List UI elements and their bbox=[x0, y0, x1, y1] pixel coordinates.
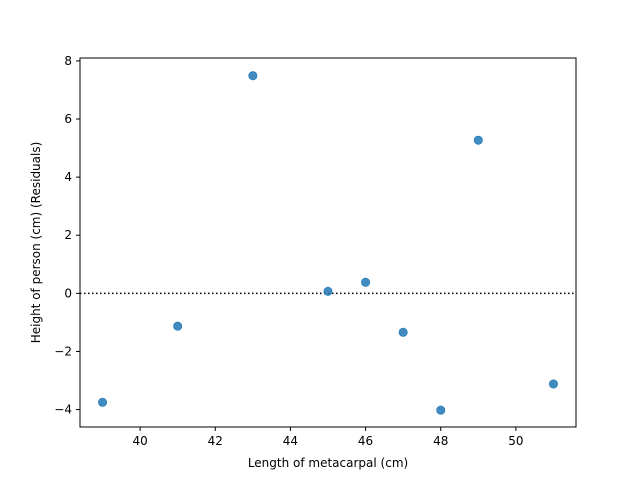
y-tick-label: 2 bbox=[64, 228, 72, 242]
y-tick-label: −2 bbox=[54, 344, 72, 358]
y-tick-label: −4 bbox=[54, 403, 72, 417]
data-point bbox=[548, 379, 558, 389]
x-tick-label: 44 bbox=[283, 434, 298, 448]
data-point bbox=[473, 135, 483, 145]
y-tick-label: 4 bbox=[64, 170, 72, 184]
y-tick-label: 8 bbox=[64, 54, 72, 68]
y-axis-ticks: −4 −2 0 2 4 6 8 bbox=[54, 54, 80, 417]
data-point bbox=[173, 321, 183, 331]
data-point bbox=[398, 327, 408, 337]
x-tick-label: 40 bbox=[132, 434, 147, 448]
axes-frame bbox=[79, 57, 577, 428]
x-tick-label: 48 bbox=[433, 434, 448, 448]
data-point bbox=[248, 71, 258, 81]
y-axis-label: Height of person (cm) (Residuals) bbox=[29, 142, 43, 344]
data-points bbox=[98, 71, 558, 415]
data-point bbox=[98, 397, 108, 407]
x-tick-label: 46 bbox=[358, 434, 373, 448]
x-tick-label: 50 bbox=[508, 434, 523, 448]
y-tick-label: 6 bbox=[64, 112, 72, 126]
x-axis-label: Length of metacarpal (cm) bbox=[248, 456, 408, 470]
x-axis-ticks: 40 42 44 46 48 50 bbox=[132, 427, 524, 448]
data-point bbox=[323, 286, 333, 296]
data-point bbox=[361, 277, 371, 287]
plot-area bbox=[79, 57, 577, 428]
x-tick-label: 42 bbox=[208, 434, 223, 448]
data-point bbox=[436, 405, 446, 415]
y-tick-label: 0 bbox=[64, 286, 72, 300]
